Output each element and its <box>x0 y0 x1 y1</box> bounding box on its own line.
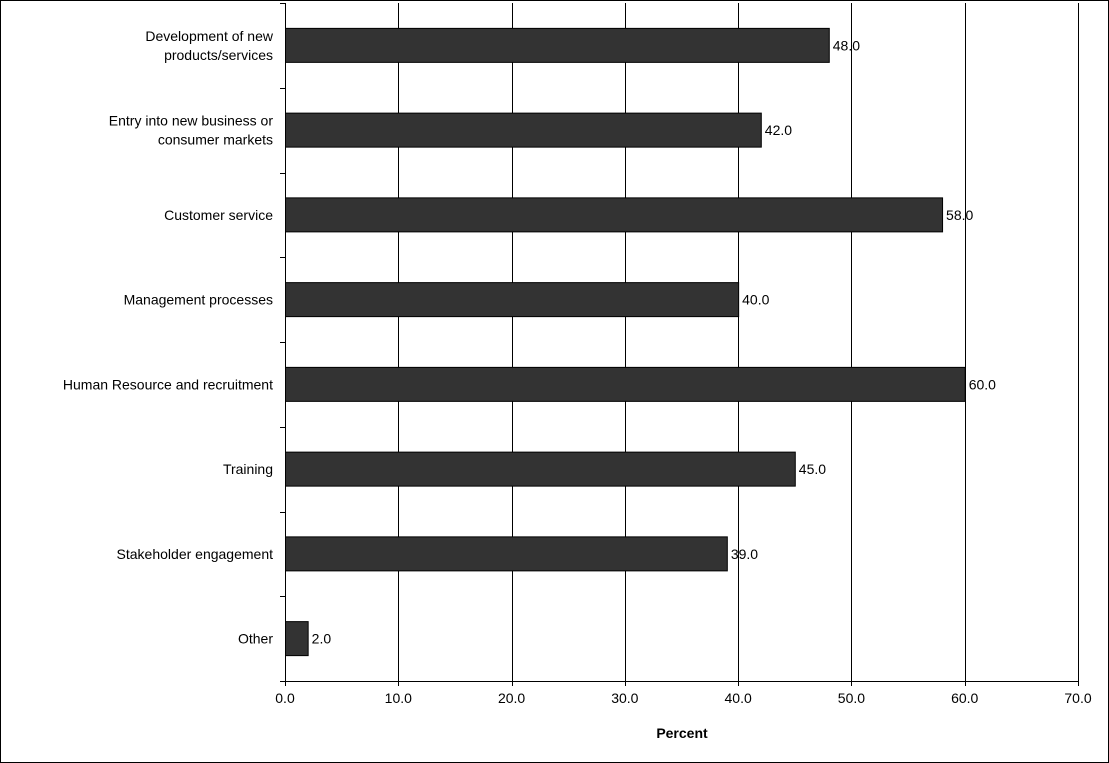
x-tick-label: 40.0 <box>725 690 752 706</box>
category-label-line: Entry into new business or <box>109 113 274 129</box>
value-label: 45.0 <box>799 461 826 477</box>
value-label: 39.0 <box>731 546 758 562</box>
x-tick-label: 10.0 <box>385 690 412 706</box>
category-label-line: Management processes <box>124 292 273 308</box>
value-label: 48.0 <box>833 37 860 53</box>
category-label-line: consumer markets <box>158 132 273 148</box>
category-label: Management processes <box>124 292 273 308</box>
bar <box>285 282 740 318</box>
category-label: Development of new products/services <box>145 28 274 63</box>
category-label: Other <box>238 631 273 647</box>
bar <box>285 451 796 487</box>
x-tick-label: 30.0 <box>611 690 638 706</box>
x-axis-title: Percent <box>656 725 708 741</box>
category-label-line: Development of new <box>145 28 274 44</box>
x-tick-label: 20.0 <box>498 690 525 706</box>
bar <box>285 621 309 657</box>
x-tick-label: 0.0 <box>275 690 295 706</box>
bars <box>285 27 966 657</box>
bar <box>285 112 762 148</box>
value-label: 60.0 <box>969 376 996 392</box>
category-label-line: products/services <box>164 47 273 63</box>
x-tick-label: 70.0 <box>1064 690 1091 706</box>
x-tick-label: 60.0 <box>951 690 978 706</box>
category-label-line: Stakeholder engagement <box>117 546 274 562</box>
category-label-line: Other <box>238 631 273 647</box>
grid-lines <box>398 3 1079 681</box>
category-labels: Development of new products/services Entry… <box>63 28 274 647</box>
category-label-line: Training <box>223 461 273 477</box>
bar <box>285 27 830 63</box>
bar <box>285 366 966 402</box>
x-tick-label: 50.0 <box>838 690 865 706</box>
category-label: Training <box>223 461 273 477</box>
x-tick-labels: 0.0 10.0 20.0 30.0 40.0 50.0 60.0 70.0 <box>275 690 1092 706</box>
value-label: 2.0 <box>312 631 332 647</box>
category-label: Entry into new business or consumer marke… <box>109 113 274 148</box>
category-label: Customer service <box>164 207 273 223</box>
category-label-line: Customer service <box>164 207 273 223</box>
bar <box>285 197 944 233</box>
value-label: 40.0 <box>742 292 769 308</box>
category-label-line: Human Resource and recruitment <box>63 376 273 392</box>
value-label: 42.0 <box>765 122 792 138</box>
value-labels: 48.0 42.0 58.0 40.0 60.0 45.0 39.0 2.0 <box>312 37 997 646</box>
category-label: Human Resource and recruitment <box>63 376 273 392</box>
bar <box>285 536 728 572</box>
value-label: 58.0 <box>946 207 973 223</box>
axes <box>280 3 1079 686</box>
category-label: Stakeholder engagement <box>117 546 274 562</box>
